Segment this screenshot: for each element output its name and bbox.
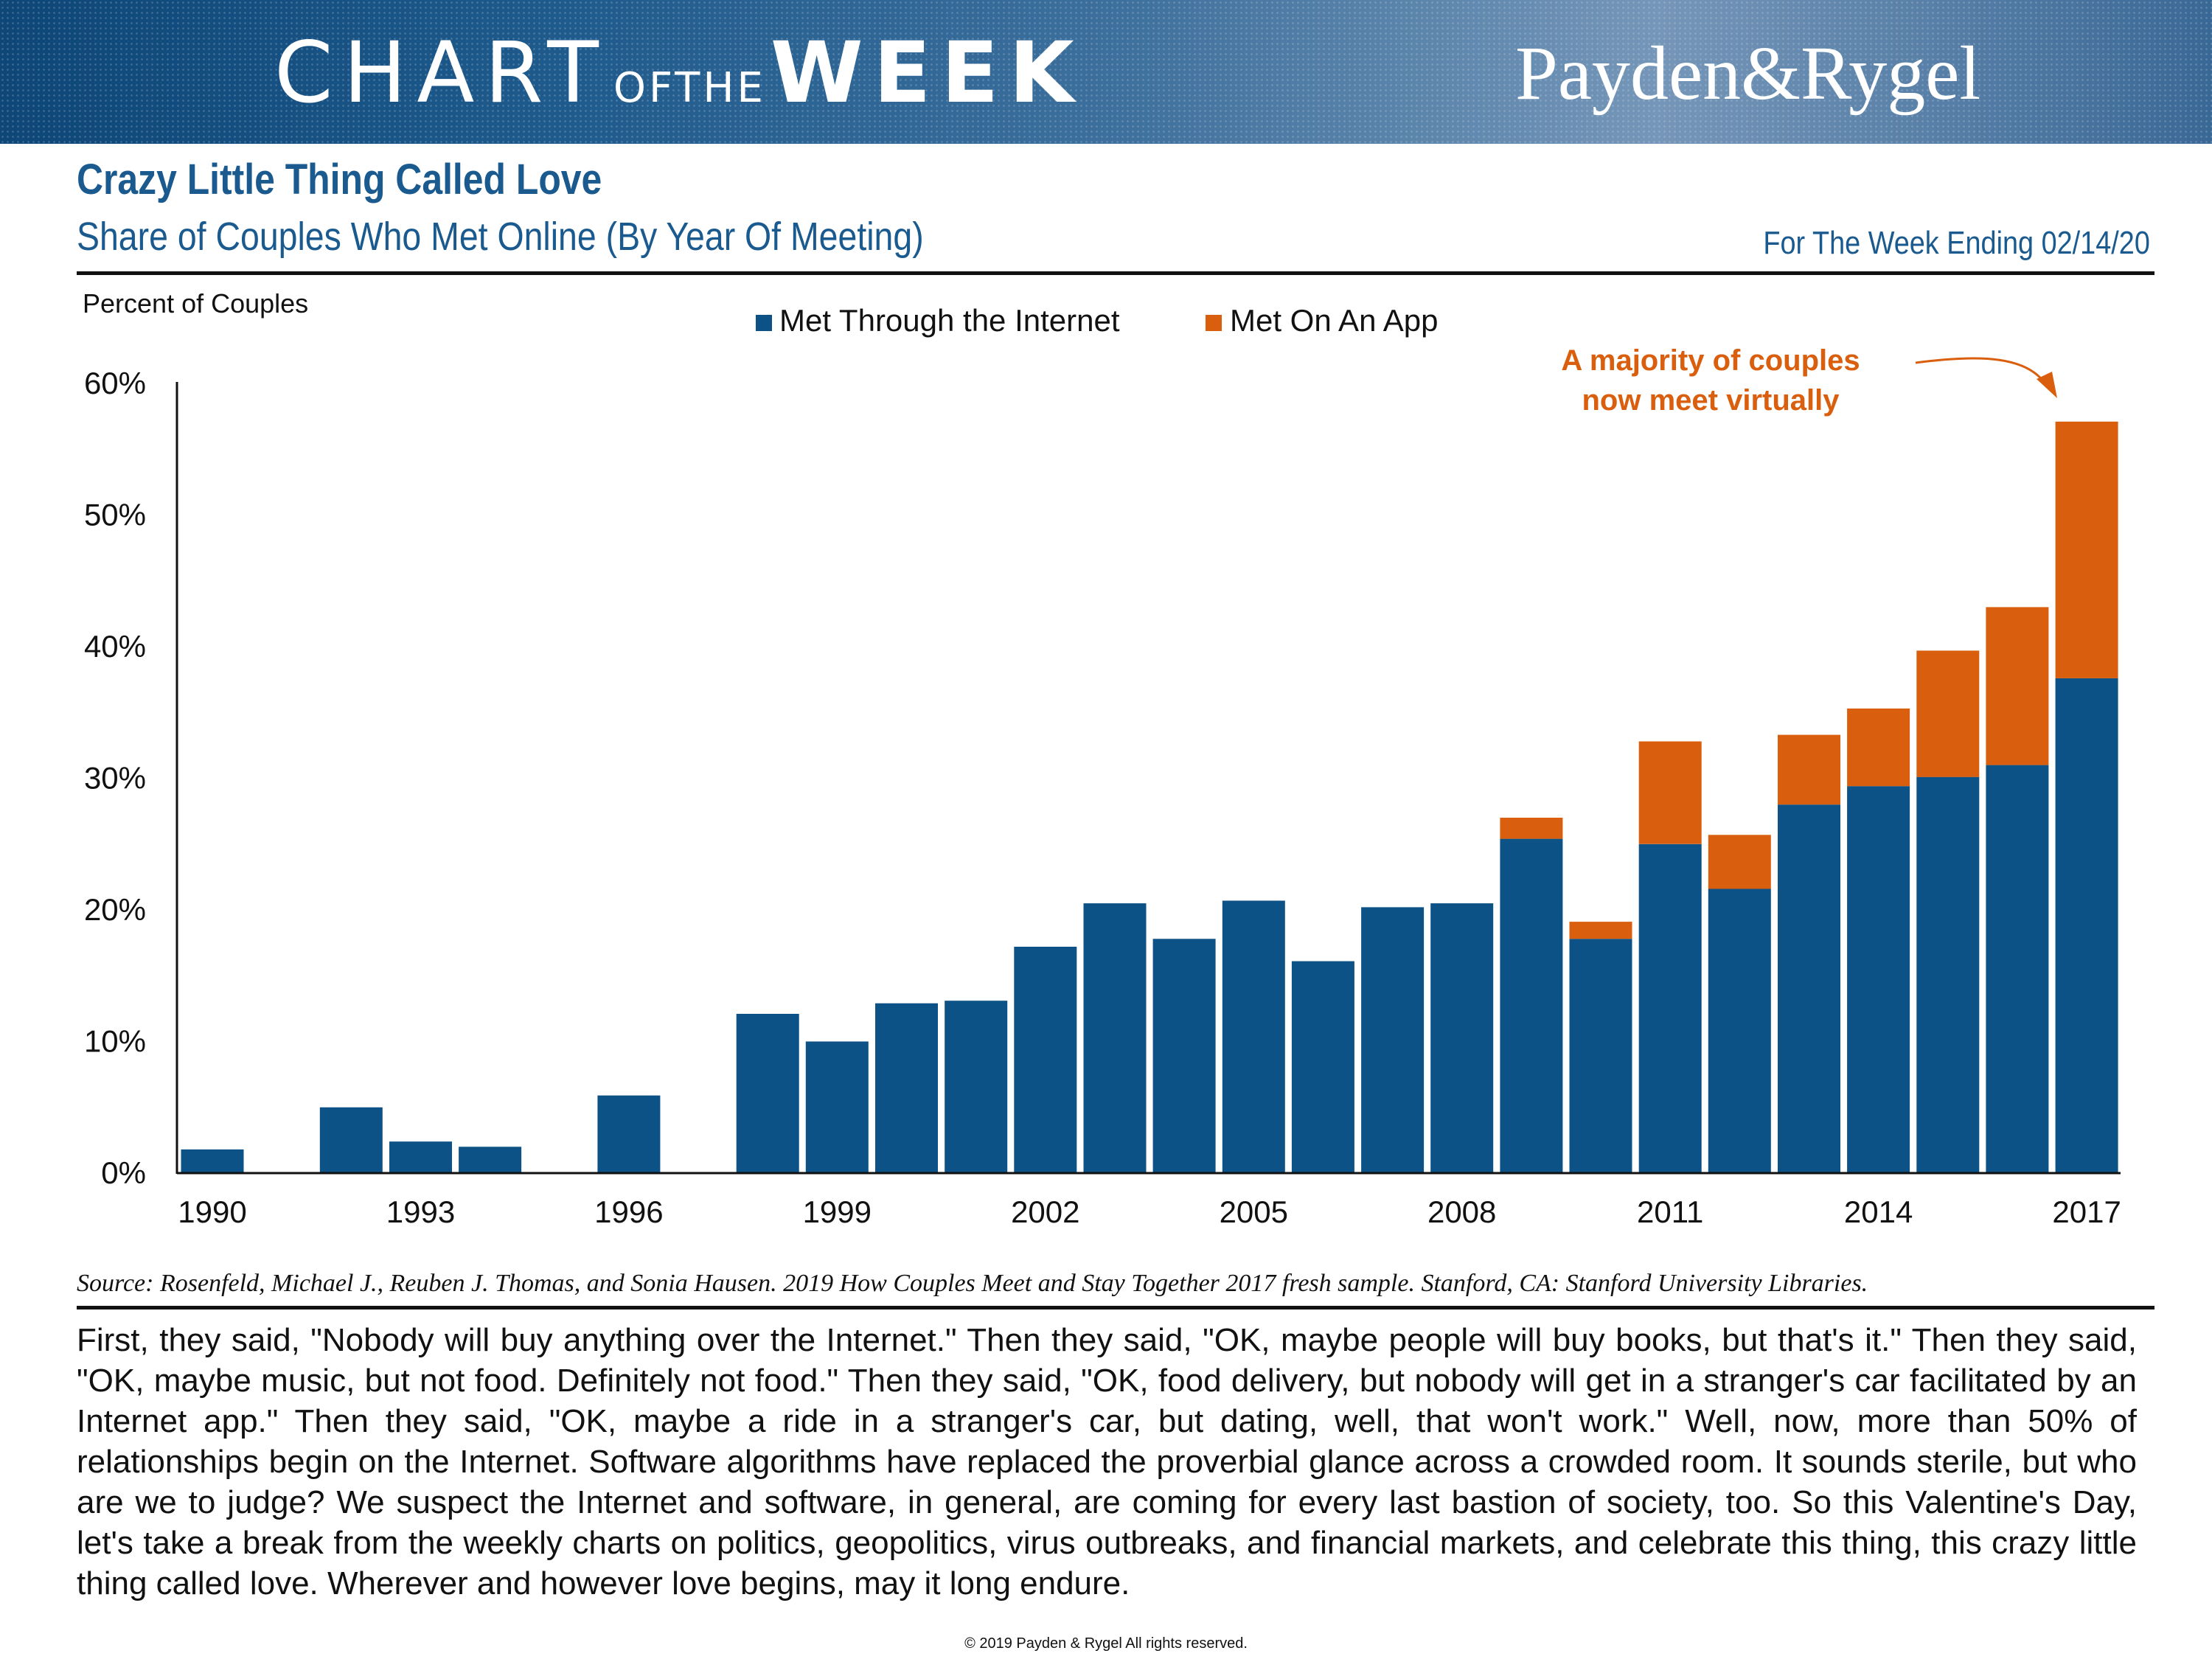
annotation-arrow-head: [2037, 372, 2057, 398]
y-tick-label: 20%: [84, 892, 146, 927]
x-tick-label: 1993: [386, 1194, 455, 1229]
bar-internet-1994: [459, 1147, 522, 1173]
bar-internet-2017: [2055, 678, 2118, 1173]
bar-app-2014: [1847, 708, 1910, 787]
bar-internet-2008: [1430, 903, 1494, 1173]
bar-internet-2002: [1014, 947, 1077, 1173]
bar-internet-2010: [1569, 939, 1632, 1173]
bar-internet-2004: [1152, 939, 1216, 1173]
bar-internet-1990: [181, 1149, 244, 1173]
bar-app-2009: [1500, 818, 1563, 839]
bar-internet-2009: [1500, 838, 1563, 1173]
x-tick-label: 2014: [1844, 1194, 1913, 1229]
bar-app-2013: [1778, 734, 1840, 805]
legend-label-app: Met On An App: [1230, 303, 1439, 338]
bar-app-2011: [1638, 741, 1702, 844]
bar-app-2015: [1916, 650, 1980, 777]
week-ending-label: For The Week Ending 02/14/20: [1763, 225, 2150, 261]
bar-app-2017: [2055, 421, 2118, 678]
bar-internet-2006: [1291, 961, 1354, 1173]
y-tick-label: 10%: [84, 1024, 146, 1059]
bar-internet-2011: [1638, 844, 1702, 1174]
bar-internet-1999: [805, 1041, 869, 1173]
annotation: A majority of couples now meet virtually: [1561, 344, 2057, 417]
commentary-text: First, they said, "Nobody will buy anyth…: [77, 1322, 2137, 1601]
x-axis-ticks: 1990 1993 1996 1999 2002 2005 2008 2011 2014 2017: [178, 1194, 2121, 1229]
copyright: © 2019 Payden & Rygel All rights reserve…: [964, 1635, 1248, 1652]
stacked-bar-chart: Percent of Couples Met Through the Inter…: [83, 288, 2121, 1229]
annotation-arrow-line: [1915, 357, 2048, 386]
x-tick-label: 1996: [594, 1194, 663, 1229]
logo-week-word: WEEK: [770, 24, 1085, 122]
bar-internet-2016: [1986, 765, 2049, 1173]
annotation-line-1: A majority of couples: [1561, 344, 1860, 377]
x-tick-label: 1990: [178, 1194, 246, 1229]
legend-swatch-app: [1206, 315, 1222, 331]
bar-app-2016: [1986, 607, 2049, 765]
x-tick-label: 2017: [2052, 1194, 2121, 1229]
source-divider: [77, 1306, 2154, 1310]
bar-internet-2007: [1361, 907, 1425, 1173]
page-subtitle: Share of Couples Who Met Online (By Year…: [77, 215, 924, 259]
logo-of-the: OFTHE: [613, 64, 766, 112]
annotation-line-2: now meet virtually: [1582, 384, 1840, 417]
y-tick-label: 30%: [84, 761, 146, 796]
bars: [181, 421, 2118, 1174]
legend-label-internet: Met Through the Internet: [779, 303, 1120, 338]
bar-internet-2001: [945, 1001, 1008, 1173]
bar-internet-2013: [1778, 804, 1840, 1173]
bar-internet-2000: [875, 1003, 938, 1173]
logo-chart-word: CHART: [274, 24, 609, 122]
bar-internet-2003: [1083, 903, 1147, 1173]
chart-of-the-week-logo: CHART OFTHE WEEK: [274, 24, 1085, 122]
x-tick-label: 2005: [1220, 1194, 1288, 1229]
bar-internet-2005: [1222, 900, 1285, 1173]
x-tick-label: 2002: [1011, 1194, 1079, 1229]
bar-internet-1996: [597, 1095, 661, 1173]
page-title: Crazy Little Thing Called Love: [77, 156, 602, 204]
y-tick-label: 0%: [101, 1155, 146, 1190]
legend: Met Through the Internet Met On An App: [756, 303, 1439, 338]
source-note: Source: Rosenfeld, Michael J., Reuben J.…: [77, 1270, 1868, 1297]
x-tick-label: 2011: [1637, 1194, 1703, 1229]
bar-internet-1998: [736, 1014, 799, 1173]
bar-internet-1993: [389, 1141, 452, 1173]
x-tick-label: 2008: [1427, 1194, 1496, 1229]
bar-internet-2015: [1916, 776, 1980, 1173]
y-tick-label: 60%: [84, 366, 146, 400]
bar-internet-2012: [1708, 888, 1771, 1173]
y-tick-label: 50%: [84, 498, 146, 532]
x-tick-label: 1999: [803, 1194, 872, 1229]
bar-app-2012: [1708, 835, 1771, 889]
y-axis-ticks: 0% 10% 20% 30% 40% 50% 60%: [84, 366, 146, 1190]
y-axis-title: Percent of Couples: [83, 288, 308, 319]
legend-swatch-internet: [756, 315, 772, 331]
bar-internet-1992: [319, 1107, 383, 1174]
y-tick-label: 40%: [84, 629, 146, 664]
bar-internet-2014: [1847, 786, 1910, 1173]
brand-logo: Payden&Rygel: [1515, 31, 1981, 116]
header-banner: CHART OFTHE WEEK Payden&Rygel: [0, 0, 2212, 144]
header-divider: [77, 271, 2154, 275]
bar-app-2010: [1569, 922, 1632, 939]
